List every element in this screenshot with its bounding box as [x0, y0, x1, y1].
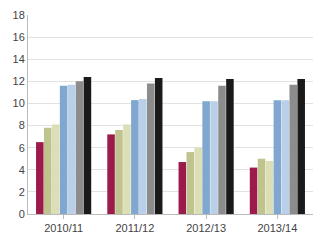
svg-text:16: 16 [13, 31, 25, 43]
svg-text:2: 2 [19, 186, 25, 198]
svg-text:2011/12: 2011/12 [115, 222, 154, 234]
svg-text:0: 0 [19, 208, 25, 220]
svg-text:2010/11: 2010/11 [44, 222, 83, 234]
svg-text:18: 18 [13, 9, 25, 21]
svg-text:10: 10 [13, 97, 25, 109]
svg-text:8: 8 [19, 119, 25, 131]
svg-text:2012/13: 2012/13 [186, 222, 226, 234]
svg-text:2013/14: 2013/14 [257, 222, 297, 234]
svg-text:6: 6 [19, 142, 25, 154]
svg-text:14: 14 [13, 53, 25, 65]
svg-text:12: 12 [13, 75, 25, 87]
svg-text:4: 4 [19, 164, 25, 176]
